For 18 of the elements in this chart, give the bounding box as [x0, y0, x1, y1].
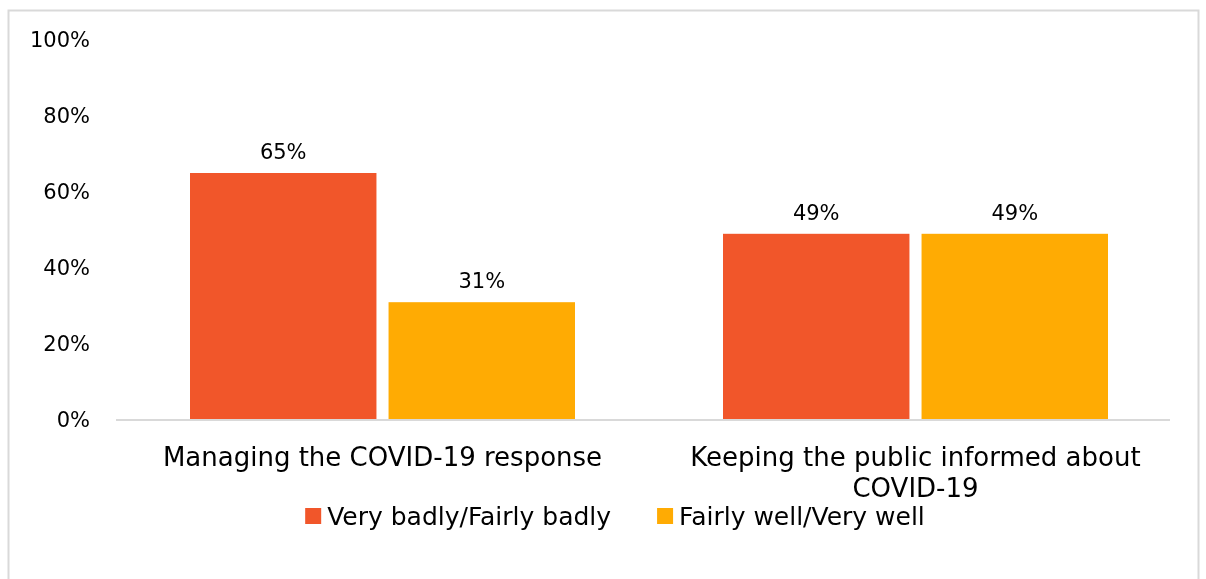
bar [388, 302, 575, 420]
bar [921, 233, 1108, 420]
legend-label: Fairly well/Very well [679, 501, 925, 531]
bar [190, 173, 377, 420]
y-tick-label: 20% [43, 332, 90, 357]
data-label: 49% [991, 200, 1039, 225]
y-tick-label: 100% [29, 28, 90, 53]
legend-label: Very badly/Fairly badly [327, 501, 612, 531]
y-tick-label: 60% [43, 180, 90, 205]
y-tick-label: 40% [43, 256, 90, 281]
data-label: 49% [792, 200, 840, 225]
data-label: 31% [458, 269, 506, 294]
y-tick-label: 0% [56, 408, 90, 433]
x-tick-label: Keeping the public informed about COVID-19 [690, 442, 1141, 503]
bar [723, 233, 910, 420]
x-tick-label: Managing the COVID-19 response [162, 442, 603, 472]
y-tick-label: 80% [43, 104, 90, 129]
data-label: 65% [259, 140, 307, 164]
